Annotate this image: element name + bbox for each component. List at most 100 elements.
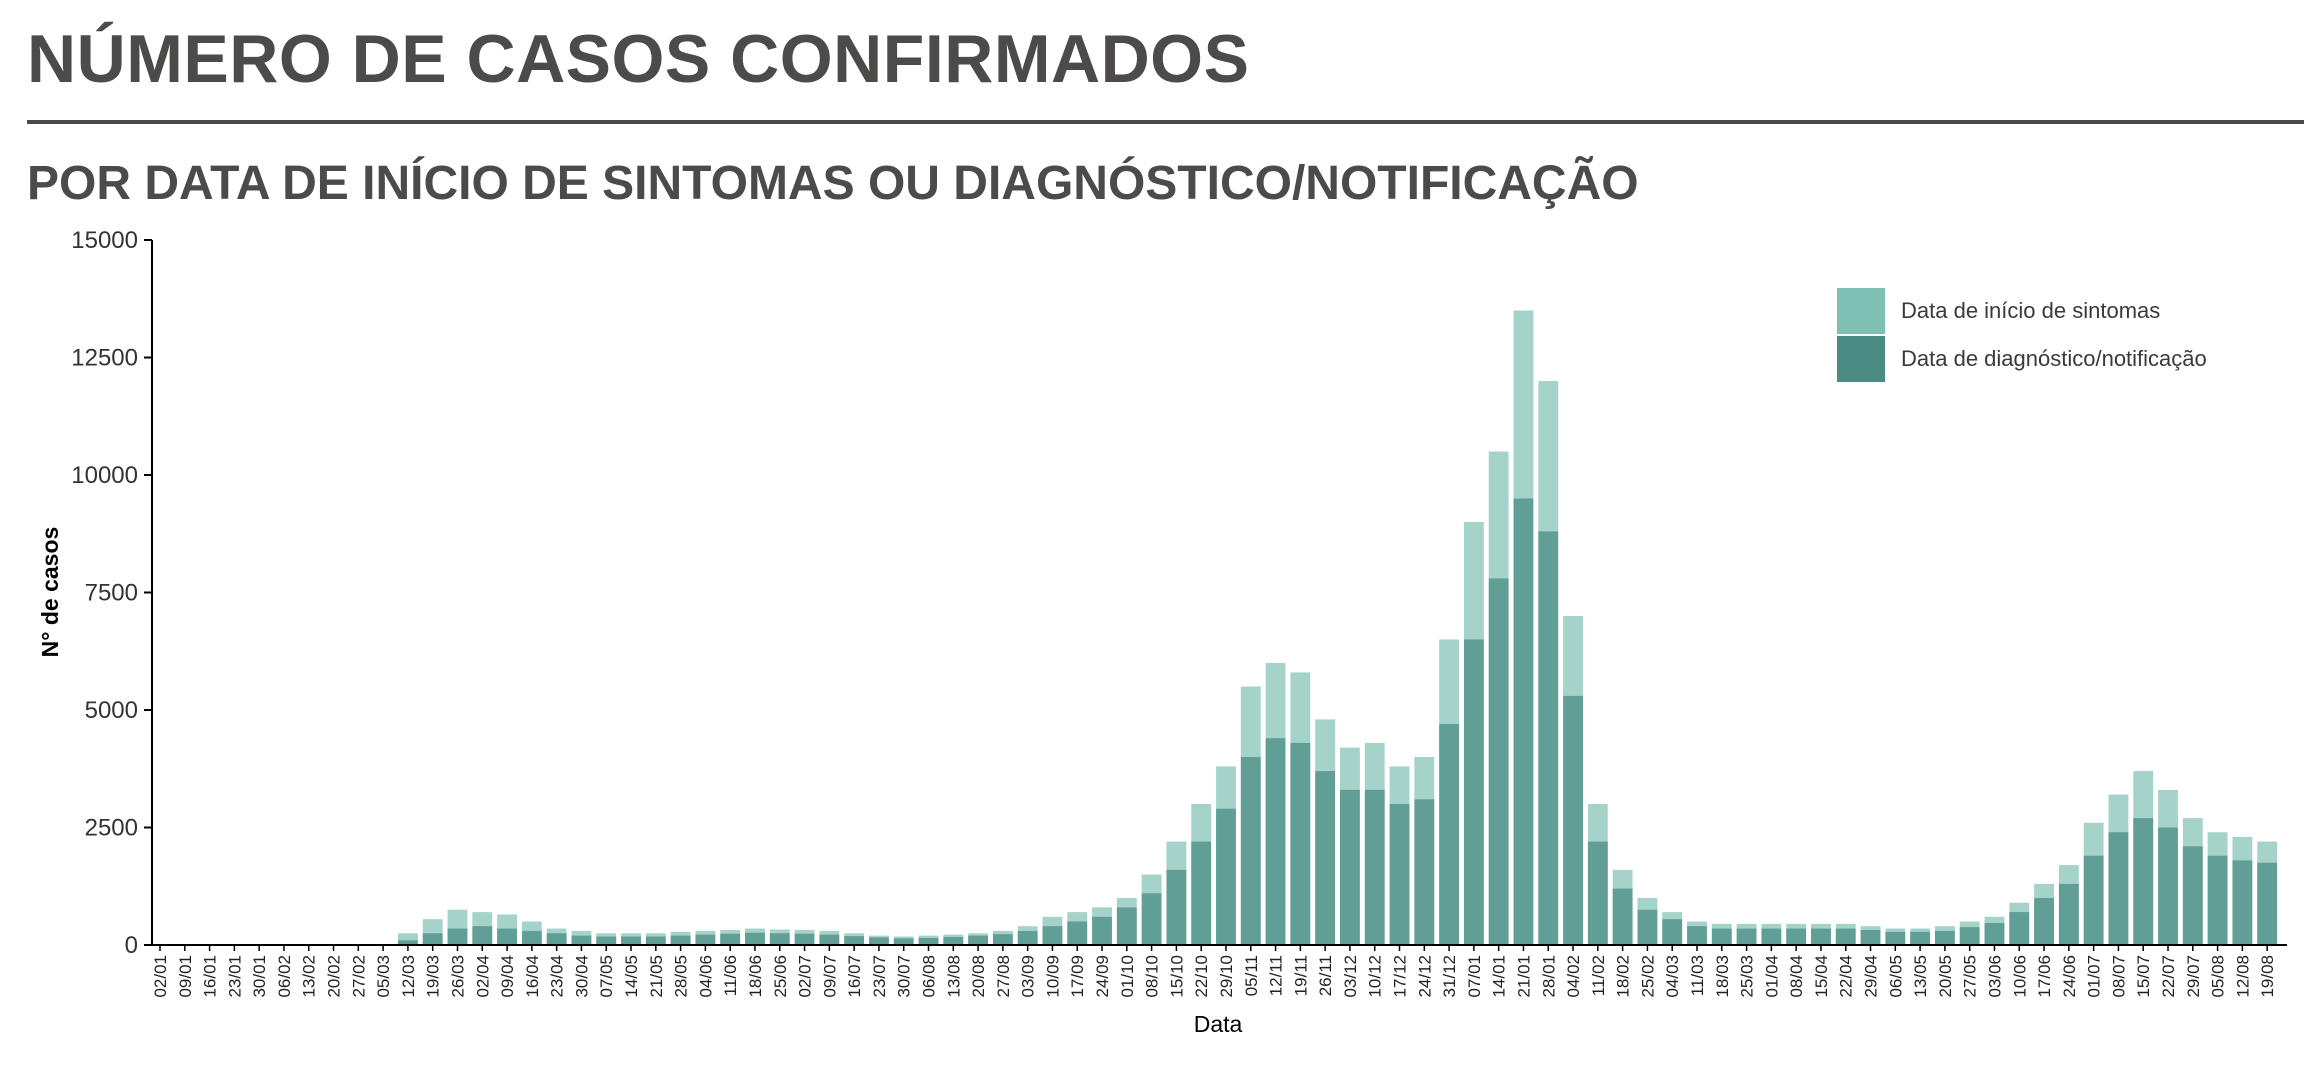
bar-diagnosis-notification <box>1463 639 1484 945</box>
bar-diagnosis-notification <box>1414 799 1435 945</box>
x-tick-label: 10/12 <box>1366 955 1385 998</box>
x-tick-label: 23/01 <box>225 955 244 998</box>
x-axis-ticks: 02/01 09/01 16/01 23/01 30/01 06/02 13/02 20/02… <box>151 945 2277 998</box>
bar-diagnosis-notification <box>943 937 964 945</box>
bar-diagnosis-notification <box>2158 827 2178 945</box>
x-tick-label: 29/04 <box>1862 955 1881 998</box>
x-tick-label: 28/01 <box>1539 955 1558 998</box>
x-tick-label: 01/04 <box>1762 955 1781 998</box>
bar-diagnosis-notification <box>2108 832 2129 945</box>
x-tick-label: 04/02 <box>1564 955 1583 998</box>
x-tick-label: 09/04 <box>498 955 517 998</box>
bar-diagnosis-notification <box>1216 808 1236 945</box>
bar-diagnosis-notification <box>992 934 1013 945</box>
x-tick-label: 25/06 <box>771 955 790 998</box>
x-tick-label: 05/11 <box>1242 955 1261 996</box>
x-tick-label: 23/04 <box>548 955 567 998</box>
bar-diagnosis-notification <box>422 933 443 945</box>
bar-diagnosis-notification <box>670 935 691 945</box>
x-tick-label: 30/01 <box>250 955 269 998</box>
x-tick-label: 29/07 <box>2184 955 2203 998</box>
x-tick-label: 05/03 <box>374 955 393 998</box>
x-tick-label: 28/05 <box>672 955 691 998</box>
x-tick-label: 27/02 <box>349 955 368 998</box>
y-tick-label: 5000 <box>85 697 138 724</box>
x-tick-label: 24/12 <box>1415 955 1434 998</box>
bar-diagnosis-notification <box>472 926 493 945</box>
legend-item-symptom-onset: Data de início de sintomas <box>1837 287 2207 335</box>
y-tick-label: 0 <box>125 932 138 959</box>
bar-diagnosis-notification <box>1191 841 1212 945</box>
x-tick-label: 03/09 <box>1019 955 1038 998</box>
x-tick-label: 11/02 <box>1589 955 1608 996</box>
x-tick-label: 16/01 <box>201 955 220 998</box>
x-tick-label: 07/01 <box>1465 955 1484 998</box>
x-tick-label: 10/06 <box>2010 955 2029 998</box>
bar-diagnosis-notification <box>1067 921 1088 945</box>
bar-diagnosis-notification <box>571 935 592 945</box>
chart-legend: Data de início de sintomas Data de diagn… <box>1837 287 2207 383</box>
bar-diagnosis-notification <box>794 933 815 945</box>
y-tick-label: 7500 <box>85 580 138 607</box>
x-tick-label: 01/10 <box>1118 955 1137 998</box>
x-tick-label: 06/05 <box>1886 955 1905 998</box>
x-tick-label: 01/07 <box>2085 955 2104 998</box>
x-tick-label: 26/11 <box>1316 955 1335 996</box>
x-tick-label: 13/08 <box>944 955 963 998</box>
x-tick-label: 21/01 <box>1514 955 1533 998</box>
bar-diagnosis-notification <box>918 937 939 945</box>
x-tick-label: 17/09 <box>1068 955 1087 998</box>
x-tick-label: 02/07 <box>796 955 815 998</box>
bar-diagnosis-notification <box>1934 930 1955 945</box>
x-tick-label: 12/11 <box>1267 955 1286 996</box>
x-tick-label: 20/08 <box>969 955 988 998</box>
bar-diagnosis-notification <box>1711 928 1732 945</box>
x-tick-label: 17/12 <box>1391 955 1410 998</box>
x-tick-label: 08/07 <box>2109 955 2128 998</box>
x-tick-label: 16/04 <box>523 955 542 998</box>
x-tick-label: 13/05 <box>1911 955 1930 998</box>
bar-diagnosis-notification <box>968 935 988 945</box>
x-tick-label: 22/07 <box>2159 955 2178 998</box>
x-tick-label: 18/02 <box>1614 955 1633 998</box>
bar-diagnosis-notification <box>2083 855 2104 945</box>
page-title: NÚMERO DE CASOS CONFIRMADOS <box>27 21 1250 97</box>
bar-diagnosis-notification <box>1290 742 1311 945</box>
bar-diagnosis-notification <box>1439 724 1460 945</box>
x-tick-label: 06/08 <box>919 955 938 998</box>
bar-diagnosis-notification <box>1364 789 1385 945</box>
bar-diagnosis-notification <box>1240 757 1261 945</box>
series-diagnosis-notification <box>397 498 2278 945</box>
x-tick-label: 30/04 <box>572 955 591 998</box>
bar-diagnosis-notification <box>1265 738 1286 945</box>
x-tick-label: 14/05 <box>622 955 641 998</box>
legend-label-symptom-onset: Data de início de sintomas <box>1901 298 2161 323</box>
x-tick-label: 10/09 <box>1043 955 1062 998</box>
bar-diagnosis-notification <box>521 930 542 945</box>
x-tick-label: 23/07 <box>870 955 889 998</box>
bar-diagnosis-notification <box>1017 930 1038 945</box>
bar-diagnosis-notification <box>1860 929 1881 945</box>
bar-diagnosis-notification <box>1538 531 1559 945</box>
x-tick-label: 03/06 <box>1985 955 2004 998</box>
x-axis-label: Data <box>1194 1011 1243 1037</box>
x-tick-label: 27/08 <box>994 955 1013 998</box>
bar-diagnosis-notification <box>621 936 641 945</box>
x-tick-label: 05/08 <box>2209 955 2228 998</box>
x-tick-label: 14/01 <box>1490 955 1509 998</box>
y-tick-label: 15000 <box>71 227 138 254</box>
x-tick-label: 29/10 <box>1217 955 1236 998</box>
bar-symptom-onset <box>397 933 418 945</box>
x-tick-label: 11/06 <box>721 955 740 996</box>
x-tick-label: 16/07 <box>845 955 864 998</box>
x-tick-label: 19/08 <box>2258 955 2277 998</box>
bar-diagnosis-notification <box>546 933 567 945</box>
x-tick-label: 27/05 <box>1961 955 1980 998</box>
bar-diagnosis-notification <box>1513 498 1534 945</box>
y-tick-label: 2500 <box>85 815 138 842</box>
x-tick-label: 30/07 <box>895 955 914 998</box>
x-tick-label: 18/03 <box>1713 955 1732 998</box>
x-tick-label: 25/02 <box>1638 955 1657 998</box>
x-tick-label: 22/10 <box>1192 955 1211 998</box>
bar-diagnosis-notification <box>819 934 840 945</box>
